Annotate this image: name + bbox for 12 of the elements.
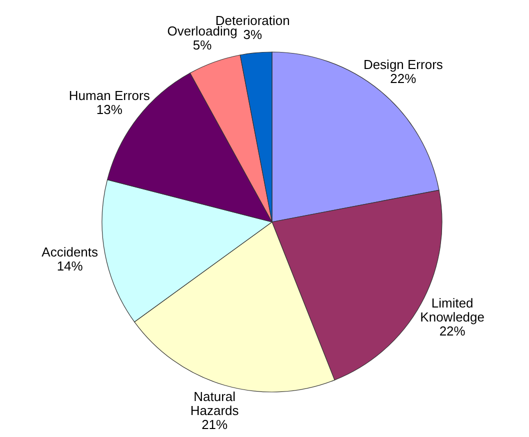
slice-label: Natural Hazards	[190, 389, 240, 418]
data-label: 5%	[192, 38, 212, 53]
data-label: 13%	[96, 102, 123, 117]
slice-label: Accidents	[42, 244, 99, 260]
slice-label: Human Errors	[68, 88, 150, 103]
data-label: 22%	[390, 70, 417, 86]
data-label: 21%	[202, 417, 228, 432]
data-label: 14%	[56, 258, 84, 274]
slice-label: Design Errors	[363, 56, 444, 72]
slice-label: Limited Knowledge	[420, 295, 485, 324]
data-label: 3%	[243, 26, 262, 42]
data-label: 22%	[439, 323, 466, 338]
